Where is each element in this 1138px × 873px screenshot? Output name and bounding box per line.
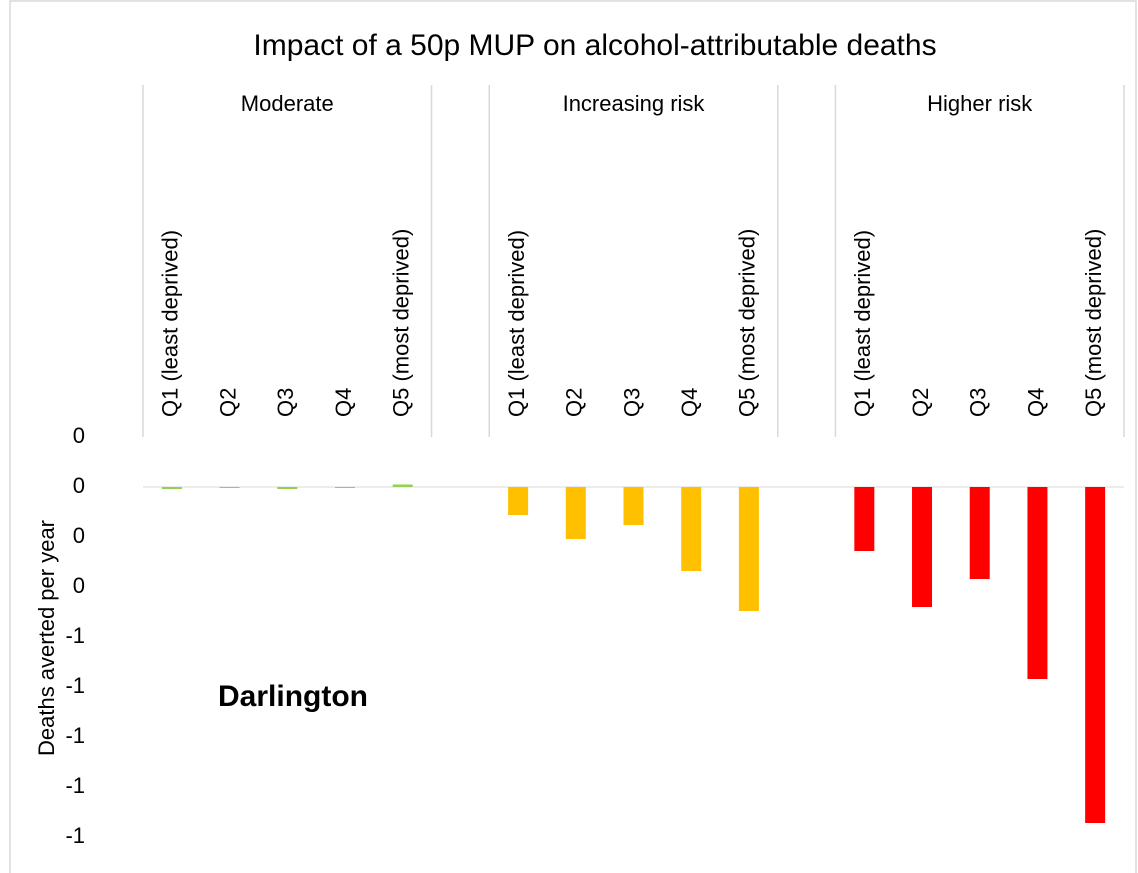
y-tick-label: 0 bbox=[73, 573, 85, 598]
group-label: Moderate bbox=[241, 91, 334, 116]
x-tick-label: Q1 (least deprived) bbox=[504, 230, 529, 417]
y-tick-label: 0 bbox=[73, 523, 85, 548]
chart-frame bbox=[9, 0, 1137, 873]
bar bbox=[623, 487, 644, 525]
bar bbox=[392, 484, 413, 487]
bar bbox=[969, 487, 990, 579]
bar bbox=[912, 487, 933, 607]
group-label: Increasing risk bbox=[563, 91, 706, 116]
x-tick-label: Q4 bbox=[677, 388, 702, 417]
bar bbox=[161, 487, 182, 489]
bar bbox=[681, 487, 702, 571]
y-tick-label: -1 bbox=[65, 623, 85, 648]
bar bbox=[565, 487, 586, 539]
bar bbox=[219, 487, 240, 488]
x-tick-label: Q2 bbox=[215, 388, 240, 417]
y-tick-label: -1 bbox=[65, 723, 85, 748]
x-tick-label: Q2 bbox=[908, 388, 933, 417]
group-label: Higher risk bbox=[927, 91, 1033, 116]
y-axis-label: Deaths averted per year bbox=[34, 520, 59, 756]
bar bbox=[334, 487, 355, 488]
bar bbox=[1085, 487, 1106, 823]
x-tick-label: Q3 bbox=[273, 388, 298, 417]
x-tick-label: Q1 (least deprived) bbox=[158, 230, 183, 417]
y-tick-label: -1 bbox=[65, 773, 85, 798]
chart-title: Impact of a 50p MUP on alcohol-attributa… bbox=[253, 29, 936, 62]
x-tick-label: Q4 bbox=[1023, 388, 1048, 417]
y-tick-label: 0 bbox=[73, 423, 85, 448]
x-tick-label: Q2 bbox=[562, 388, 587, 417]
x-tick-label: Q3 bbox=[966, 388, 991, 417]
x-tick-label: Q4 bbox=[331, 388, 356, 417]
bar bbox=[738, 487, 759, 611]
y-tick-label: -1 bbox=[65, 823, 85, 848]
x-tick-label: Q5 (most deprived) bbox=[1081, 229, 1106, 417]
x-tick-label: Q1 (least deprived) bbox=[850, 230, 875, 417]
y-tick-label: 0 bbox=[73, 473, 85, 498]
annotation: Darlington bbox=[218, 680, 368, 713]
y-tick-label: -1 bbox=[65, 673, 85, 698]
bar bbox=[854, 487, 875, 551]
bar bbox=[1027, 487, 1048, 679]
x-tick-label: Q5 (most deprived) bbox=[735, 229, 760, 417]
bar bbox=[277, 487, 298, 489]
x-tick-label: Q5 (most deprived) bbox=[388, 229, 413, 417]
bar bbox=[508, 487, 529, 515]
x-tick-label: Q3 bbox=[619, 388, 644, 417]
